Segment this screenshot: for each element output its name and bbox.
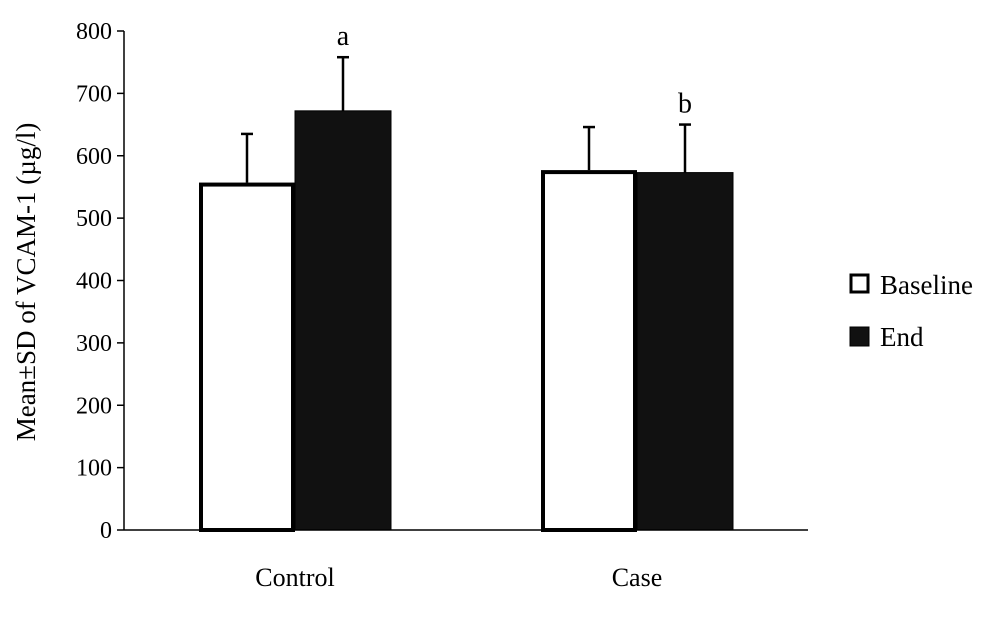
y-tick-label-600: 600 (76, 144, 112, 170)
bar-control-baseline (199, 182, 295, 532)
y-tick-label-700: 700 (76, 81, 112, 107)
bar-control-end (294, 110, 392, 531)
bar-case-end (636, 172, 734, 531)
y-axis: 0 100 200 300 400 500 600 700 800 (76, 19, 125, 544)
annotation-a: a (337, 21, 350, 52)
y-tick-label-0: 0 (100, 518, 112, 544)
y-tick-label-500: 500 (76, 206, 112, 232)
bars (199, 110, 734, 532)
x-axis: Control Case (124, 529, 808, 592)
legend-swatch-baseline (849, 273, 870, 294)
x-tick-label-control: Control (255, 563, 334, 592)
legend-swatch-end (849, 326, 870, 347)
y-tick-label-200: 200 (76, 393, 112, 419)
y-axis-title: Mean±SD of VCAM-1 (µg/l) (11, 123, 41, 442)
legend-item-baseline: Baseline (849, 270, 973, 300)
legend: Baseline End (849, 270, 973, 352)
y-tick-label-800: 800 (76, 19, 112, 45)
legend-item-end: End (849, 322, 924, 352)
x-tick-label-case: Case (612, 563, 663, 592)
legend-label-end: End (880, 322, 924, 352)
bar-case-baseline (541, 170, 637, 532)
annotations: ab (337, 21, 692, 119)
annotation-b: b (678, 89, 692, 120)
y-tick-label-400: 400 (76, 269, 112, 295)
y-tick-label-300: 300 (76, 331, 112, 357)
y-tick-label-100: 100 (76, 456, 112, 482)
legend-label-baseline: Baseline (880, 270, 973, 300)
error-bars (241, 55, 691, 183)
